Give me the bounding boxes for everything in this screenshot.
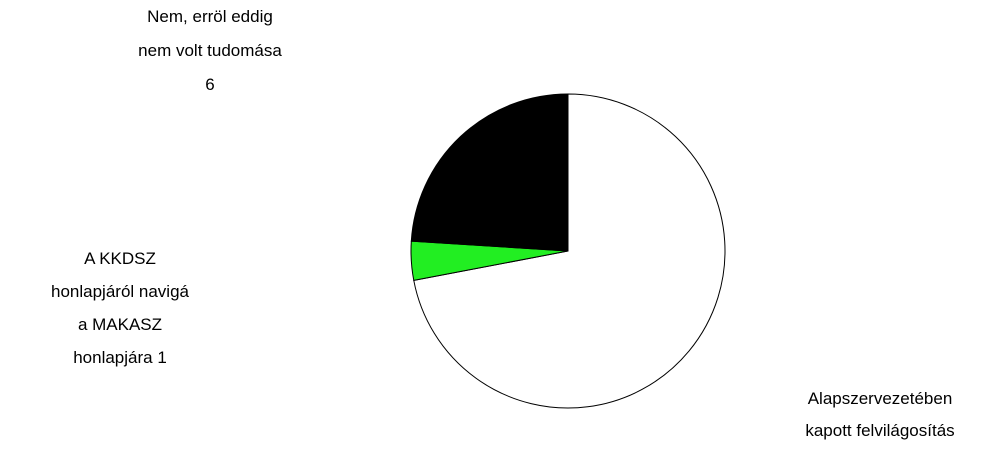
label-line: Nem, erröl eddig — [147, 7, 273, 26]
label-line: A KKDSZ — [84, 249, 156, 268]
slice-value: 1 — [157, 348, 166, 367]
slice-label: A KKDSZ honlapjáról navigá a MAKASZ honlapj… — [51, 249, 190, 367]
label-line: nem volt tudomása — [138, 41, 282, 60]
label-line: a MAKASZ — [78, 315, 162, 334]
slice-value: 6 — [205, 75, 214, 94]
label-line: honlapjáról navigá — [51, 282, 190, 301]
slice-label: Nem, erröl eddig nem volt tudomása 6 — [138, 7, 282, 94]
pie-slice — [413, 93, 726, 409]
label-line: honlapjára 1 — [73, 348, 167, 367]
pie-slice — [410, 93, 569, 252]
label-line: Alapszervezetében — [808, 389, 953, 408]
label-line: kapott felvilágosítás — [805, 421, 954, 440]
